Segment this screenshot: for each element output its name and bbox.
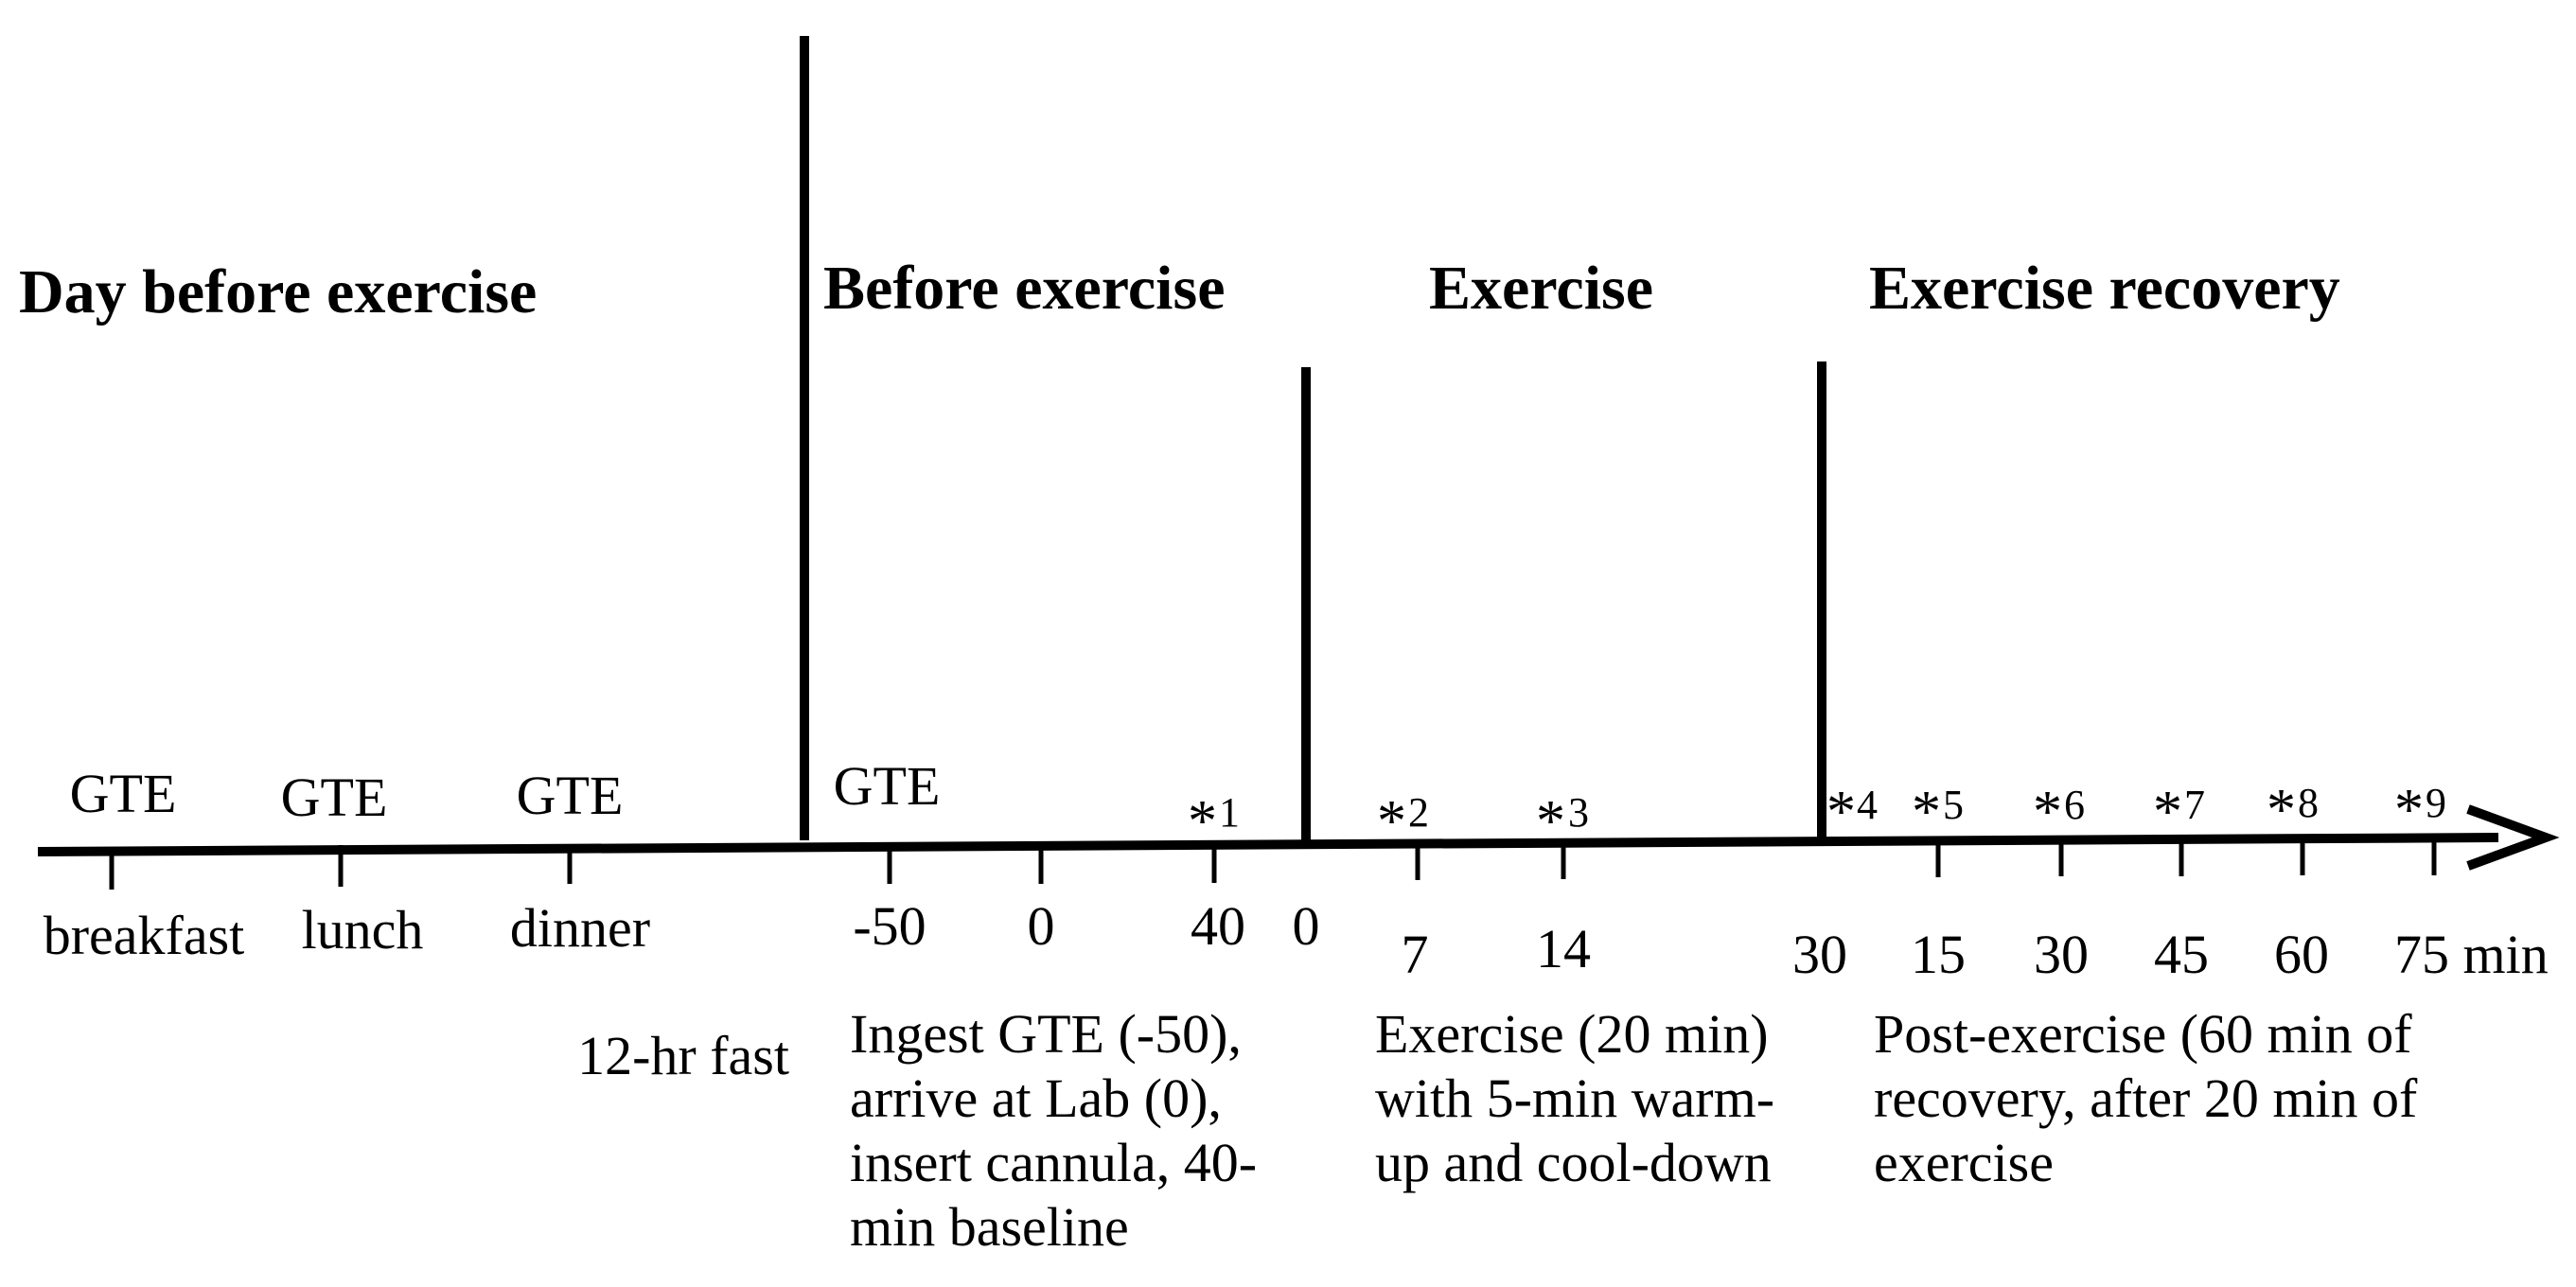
sample-marker-8: * 8 xyxy=(2267,778,2319,842)
note-exercise-line-1: Exercise (20 min) xyxy=(1375,1003,1769,1065)
sample-marker-2: * 2 xyxy=(1377,789,1429,854)
note-recovery-line-3: exercise xyxy=(1874,1132,2054,1193)
sample-number-5: 5 xyxy=(1943,782,1964,828)
tick-label-exercise-7: 7 xyxy=(1402,924,1429,985)
tick-label-before-40: 40 xyxy=(1191,895,1245,957)
tick-label-recovery-30: 30 xyxy=(2034,924,2089,985)
tick-label-recovery-30-start: 30 xyxy=(1792,924,1847,985)
sample-marker-7: * 7 xyxy=(2153,780,2205,844)
asterisk-1: * xyxy=(1188,789,1217,854)
gte-label-ingest: GTE xyxy=(834,755,941,817)
sample-marker-3: * 3 xyxy=(1536,789,1589,854)
sample-number-1: 1 xyxy=(1219,789,1240,836)
meal-label-dinner: dinner xyxy=(510,897,650,959)
timeline-ticks xyxy=(109,836,2437,890)
asterisk-4: * xyxy=(1826,780,1856,844)
tick-label-exercise-14: 14 xyxy=(1536,918,1591,979)
meal-label-breakfast: breakfast xyxy=(44,905,245,966)
sample-number-4: 4 xyxy=(1857,782,1878,828)
note-recovery-line-1: Post-exercise (60 min of xyxy=(1874,1003,2412,1065)
asterisk-3: * xyxy=(1536,789,1565,854)
gte-label-breakfast: GTE xyxy=(70,763,177,824)
gte-label-dinner: GTE xyxy=(517,765,624,826)
tick-label-exercise-start-0: 0 xyxy=(1293,895,1320,957)
sample-marker-6: * 6 xyxy=(2033,780,2085,844)
sample-number-7: 7 xyxy=(2184,782,2205,828)
tick-label-recovery-75-min: 75 min xyxy=(2394,924,2549,985)
asterisk-6: * xyxy=(2033,780,2062,844)
note-exercise-line-3: up and cool-down xyxy=(1375,1132,1772,1193)
gte-label-lunch: GTE xyxy=(281,767,388,828)
note-recovery-line-2: recovery, after 20 min of xyxy=(1874,1067,2418,1129)
note-exercise-line-2: with 5-min warm- xyxy=(1375,1067,1774,1129)
phase-title-exercise-recovery: Exercise recovery xyxy=(1869,254,2340,323)
sample-marker-4: * 4 xyxy=(1826,780,1878,844)
note-before-exercise-line-4: min baseline xyxy=(850,1196,1129,1258)
phase-title-day-before: Day before exercise xyxy=(19,257,537,326)
sample-number-2: 2 xyxy=(1408,789,1429,836)
sample-marker-9: * 9 xyxy=(2394,778,2446,842)
tick-label-minus-50: -50 xyxy=(853,895,926,957)
asterisk-7: * xyxy=(2153,780,2182,844)
note-before-exercise-line-2: arrive at Lab (0), xyxy=(850,1067,1222,1129)
sample-number-9: 9 xyxy=(2426,780,2446,826)
timeline-axis xyxy=(37,833,2499,856)
sample-number-8: 8 xyxy=(2298,780,2319,826)
sample-number-6: 6 xyxy=(2064,782,2085,828)
meal-label-lunch: lunch xyxy=(302,899,424,961)
asterisk-8: * xyxy=(2267,778,2296,842)
sample-marker-1: * 1 xyxy=(1188,789,1240,854)
tick-label-before-0: 0 xyxy=(1028,895,1055,957)
fast-label: 12-hr fast xyxy=(577,1025,789,1086)
note-before-exercise-line-1: Ingest GTE (-50), xyxy=(850,1003,1242,1065)
asterisk-5: * xyxy=(1912,780,1941,844)
phase-title-before-exercise: Before exercise xyxy=(823,254,1226,323)
asterisk-2: * xyxy=(1377,789,1406,854)
phase-title-exercise: Exercise xyxy=(1429,254,1653,323)
tick-label-recovery-15: 15 xyxy=(1911,924,1966,985)
tick-label-recovery-60: 60 xyxy=(2274,924,2329,985)
note-before-exercise-line-3: insert cannula, 40- xyxy=(850,1132,1257,1193)
sample-marker-5: * 5 xyxy=(1912,780,1964,844)
asterisk-9: * xyxy=(2394,778,2424,842)
tick-label-recovery-45: 45 xyxy=(2154,924,2209,985)
timeline-arrow-head xyxy=(2466,804,2560,871)
sample-number-3: 3 xyxy=(1568,789,1589,836)
